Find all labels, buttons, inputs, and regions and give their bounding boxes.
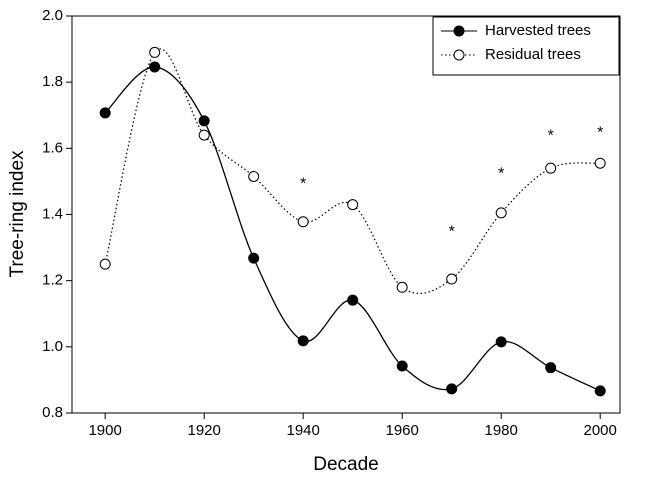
significance-mark: * [449, 224, 455, 241]
marker [594, 385, 606, 397]
legend-label: Residual trees [485, 46, 581, 63]
y-tick-label: 1.4 [42, 205, 63, 222]
marker [594, 157, 606, 169]
marker [198, 115, 210, 127]
significance-mark: * [498, 166, 504, 183]
marker [248, 252, 260, 264]
marker [446, 273, 458, 285]
x-tick-label: 2000 [584, 422, 617, 439]
marker [297, 216, 309, 228]
legend-label: Harvested trees [485, 22, 591, 39]
marker [347, 199, 359, 211]
marker [198, 129, 210, 141]
legend-box [432, 16, 620, 76]
marker [396, 281, 408, 293]
plot-frame [71, 15, 621, 414]
legend-marker [453, 25, 465, 37]
marker [149, 46, 161, 58]
marker [347, 294, 359, 306]
y-tick-label: 1.8 [42, 73, 63, 90]
marker [149, 61, 161, 73]
marker [495, 207, 507, 219]
marker [99, 107, 111, 119]
marker [545, 162, 557, 174]
legend-marker [453, 49, 465, 61]
x-tick-label: 1900 [88, 422, 121, 439]
x-tick-label: 1920 [187, 422, 220, 439]
series-line [104, 66, 601, 392]
x-tick-label: 1960 [385, 422, 418, 439]
y-tick-label: 1.2 [42, 272, 63, 289]
y-tick-label: 1.6 [42, 139, 63, 156]
series-line [104, 48, 601, 294]
y-axis-title: Tree-ring index [7, 150, 28, 278]
y-tick-label: 1.0 [42, 338, 63, 355]
marker [446, 383, 458, 395]
marker [248, 170, 260, 182]
marker [495, 336, 507, 348]
marker [396, 360, 408, 372]
x-tick-label: 1980 [485, 422, 518, 439]
marker [545, 362, 557, 374]
marker [99, 258, 111, 270]
significance-mark: * [548, 128, 554, 145]
y-tick-label: 0.8 [42, 404, 63, 421]
significance-mark: * [300, 176, 306, 193]
marker [297, 335, 309, 347]
x-axis-title: Decade [313, 454, 379, 475]
x-tick-label: 1940 [286, 422, 319, 439]
y-tick-label: 2.0 [42, 7, 63, 24]
significance-mark: * [597, 124, 603, 141]
